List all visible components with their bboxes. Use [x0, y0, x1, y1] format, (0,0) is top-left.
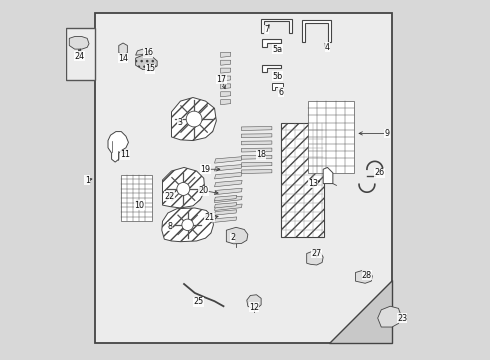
Circle shape	[182, 219, 194, 230]
Text: 26: 26	[374, 168, 385, 177]
Polygon shape	[242, 170, 272, 174]
Polygon shape	[220, 84, 231, 89]
Bar	[66, 28, 96, 80]
Polygon shape	[378, 306, 401, 327]
Polygon shape	[215, 188, 242, 195]
Polygon shape	[355, 270, 372, 283]
Text: 22: 22	[165, 192, 175, 201]
Polygon shape	[226, 227, 248, 244]
Text: 15: 15	[145, 64, 155, 73]
Text: 28: 28	[362, 270, 372, 279]
Polygon shape	[262, 64, 281, 72]
Polygon shape	[215, 172, 242, 179]
Polygon shape	[242, 148, 272, 152]
Polygon shape	[215, 203, 237, 208]
Text: 6: 6	[278, 87, 283, 96]
Polygon shape	[247, 295, 261, 309]
Polygon shape	[242, 155, 272, 159]
Polygon shape	[215, 217, 237, 222]
Polygon shape	[329, 280, 392, 343]
Text: 17: 17	[217, 75, 227, 84]
Text: 2: 2	[230, 233, 235, 242]
Polygon shape	[162, 208, 214, 242]
Text: 27: 27	[312, 249, 322, 258]
Polygon shape	[172, 98, 216, 140]
Polygon shape	[108, 132, 128, 162]
Text: 20: 20	[199, 186, 209, 195]
Polygon shape	[163, 167, 205, 208]
Polygon shape	[220, 68, 231, 73]
Text: 11: 11	[120, 150, 130, 159]
Text: 24: 24	[74, 52, 84, 61]
Text: 4: 4	[325, 43, 330, 52]
Bar	[121, 175, 151, 221]
Polygon shape	[307, 251, 323, 265]
Polygon shape	[242, 127, 272, 131]
Polygon shape	[69, 37, 89, 49]
Text: 21: 21	[204, 213, 214, 222]
Text: 12: 12	[249, 303, 259, 312]
Polygon shape	[220, 92, 231, 97]
Text: 5b: 5b	[272, 72, 282, 81]
Polygon shape	[261, 19, 292, 33]
Text: 18: 18	[256, 150, 266, 159]
Polygon shape	[119, 43, 127, 55]
Polygon shape	[242, 134, 272, 138]
Text: 1: 1	[85, 176, 90, 185]
Polygon shape	[215, 157, 242, 163]
Circle shape	[186, 111, 202, 127]
Bar	[308, 101, 354, 173]
Text: 25: 25	[193, 297, 203, 306]
Polygon shape	[242, 141, 272, 145]
Polygon shape	[302, 21, 331, 42]
Polygon shape	[215, 195, 237, 201]
Text: 16: 16	[143, 48, 153, 57]
Polygon shape	[220, 52, 231, 57]
Text: 9: 9	[384, 129, 389, 138]
Text: 8: 8	[167, 222, 172, 231]
Text: 23: 23	[397, 314, 407, 323]
Text: 7: 7	[264, 25, 269, 34]
Polygon shape	[136, 49, 145, 55]
Text: 14: 14	[118, 54, 128, 63]
Bar	[95, 13, 392, 343]
Polygon shape	[262, 40, 281, 47]
Polygon shape	[215, 165, 242, 171]
Polygon shape	[215, 210, 237, 215]
Polygon shape	[272, 83, 283, 90]
Polygon shape	[136, 55, 157, 69]
Polygon shape	[220, 100, 231, 105]
Polygon shape	[220, 60, 231, 65]
Polygon shape	[215, 196, 242, 203]
Text: 13: 13	[308, 179, 318, 188]
Polygon shape	[242, 162, 272, 166]
Polygon shape	[215, 180, 242, 187]
Text: 3: 3	[177, 118, 182, 127]
Circle shape	[177, 183, 190, 195]
Text: 10: 10	[134, 201, 144, 210]
Polygon shape	[220, 76, 231, 81]
Text: 19: 19	[200, 165, 211, 174]
Polygon shape	[323, 167, 333, 184]
Polygon shape	[281, 123, 324, 237]
Polygon shape	[215, 204, 242, 211]
Text: 5a: 5a	[272, 45, 282, 54]
